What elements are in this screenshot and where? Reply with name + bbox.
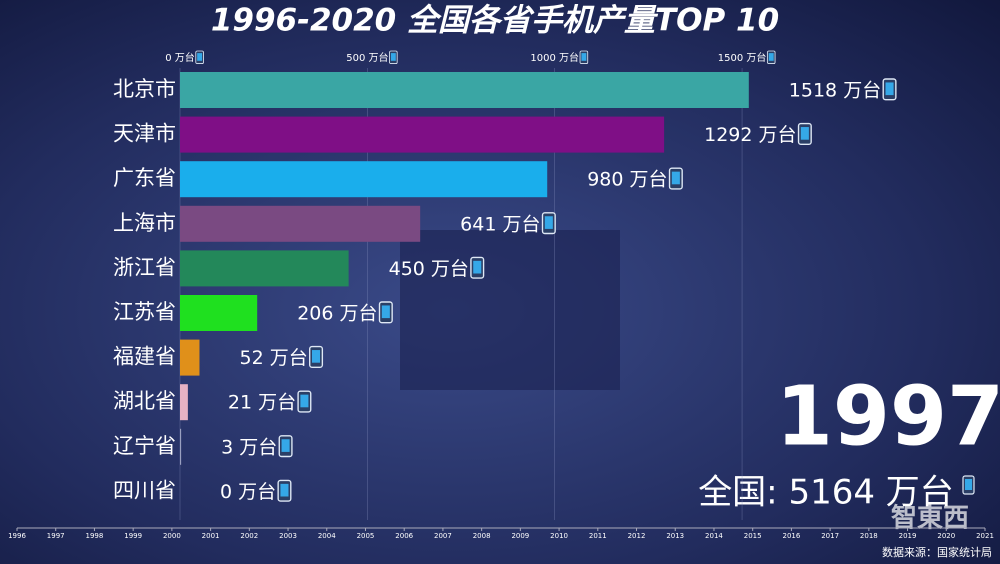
phone-icon — [389, 50, 398, 65]
source-note: 数据来源：国家统计局 — [882, 545, 992, 559]
x-tick-label: 500 万台 — [346, 51, 388, 64]
timeline-label: 2020 — [937, 532, 955, 540]
phone-icon — [962, 475, 975, 495]
y-tick-label: 上海市 — [113, 211, 176, 235]
x-tick-label: 0 万台 — [165, 51, 195, 64]
phone-icon — [797, 122, 812, 145]
phone-icon — [378, 301, 393, 324]
timeline-label: 1997 — [47, 532, 65, 540]
timeline-label: 1996 — [8, 532, 26, 540]
timeline-label: 1998 — [86, 532, 104, 540]
phone-icon — [277, 479, 292, 502]
timeline-label: 2021 — [976, 532, 994, 540]
value-label: 450 万台 — [389, 258, 469, 280]
value-label: 52 万台 — [239, 347, 307, 369]
y-tick-label: 北京市 — [113, 77, 176, 101]
timeline-label: 2002 — [240, 532, 258, 540]
timeline-label: 2009 — [511, 532, 529, 540]
value-label: 1518 万台 — [789, 80, 881, 102]
timeline-label: 2001 — [202, 532, 220, 540]
value-label: 206 万台 — [297, 303, 377, 325]
bar — [180, 250, 349, 287]
phone-icon — [470, 256, 485, 279]
phone-icon — [195, 50, 204, 65]
y-tick-label: 湖北省 — [113, 389, 176, 413]
timeline-label: 2007 — [434, 532, 452, 540]
chip-decoration — [400, 230, 620, 390]
value-label: 980 万台 — [587, 169, 667, 191]
y-tick-label: 浙江省 — [113, 255, 176, 279]
phone-icon — [766, 50, 776, 65]
timeline-label: 2013 — [666, 532, 684, 540]
bar — [180, 72, 749, 108]
phone-icon — [309, 345, 324, 368]
x-tick-label: 1000 万台 — [530, 51, 579, 64]
bar — [180, 161, 548, 198]
value-label: 641 万台 — [460, 213, 540, 235]
y-tick-label: 天津市 — [113, 122, 176, 146]
timeline-label: 2008 — [473, 532, 491, 540]
y-tick-label: 福建省 — [113, 345, 176, 369]
y-tick-label: 四川省 — [113, 478, 176, 502]
phone-icon — [579, 50, 589, 65]
value-label: 3 万台 — [221, 436, 277, 458]
chart-title: 1996-2020 全国各省手机产量TOP 10 — [211, 3, 779, 39]
y-tick-label: 辽宁省 — [113, 434, 176, 458]
watermark: 智東西 — [891, 504, 969, 534]
timeline-label: 2010 — [550, 532, 568, 540]
timeline-label: 2015 — [744, 532, 762, 540]
phone-icon — [668, 167, 683, 190]
timeline-label: 2014 — [705, 532, 723, 540]
phone-icon — [278, 435, 293, 458]
bar — [180, 428, 182, 465]
timeline-label: 1999 — [124, 532, 142, 540]
phone-icon — [297, 390, 312, 413]
phone-icon — [541, 212, 556, 235]
timeline-label: 2019 — [899, 532, 917, 540]
timeline-label: 2000 — [163, 532, 181, 540]
value-label: 21 万台 — [228, 392, 296, 414]
bar — [180, 116, 665, 153]
timeline-label: 2017 — [821, 532, 839, 540]
timeline-label: 2005 — [357, 532, 375, 540]
timeline-label: 2004 — [318, 532, 336, 540]
timeline-label: 2012 — [628, 532, 646, 540]
total-label: 全国: 5164 万台 — [698, 473, 954, 513]
timeline-label: 2016 — [782, 532, 800, 540]
bar — [180, 295, 258, 331]
year-label: 1997 — [776, 369, 1000, 464]
timeline-label: 2011 — [589, 532, 607, 540]
value-label: 1292 万台 — [704, 124, 796, 146]
y-tick-label: 广东省 — [113, 166, 176, 190]
bar — [180, 339, 200, 376]
bar — [180, 384, 188, 421]
phone-icon — [882, 78, 897, 101]
bar — [180, 205, 421, 242]
timeline-label: 2018 — [860, 532, 878, 540]
y-tick-label: 江苏省 — [113, 300, 176, 324]
value-label: 0 万台 — [220, 481, 276, 503]
x-tick-label: 1500 万台 — [718, 51, 767, 64]
timeline-label: 2006 — [395, 532, 413, 540]
timeline-label: 2003 — [279, 532, 297, 540]
